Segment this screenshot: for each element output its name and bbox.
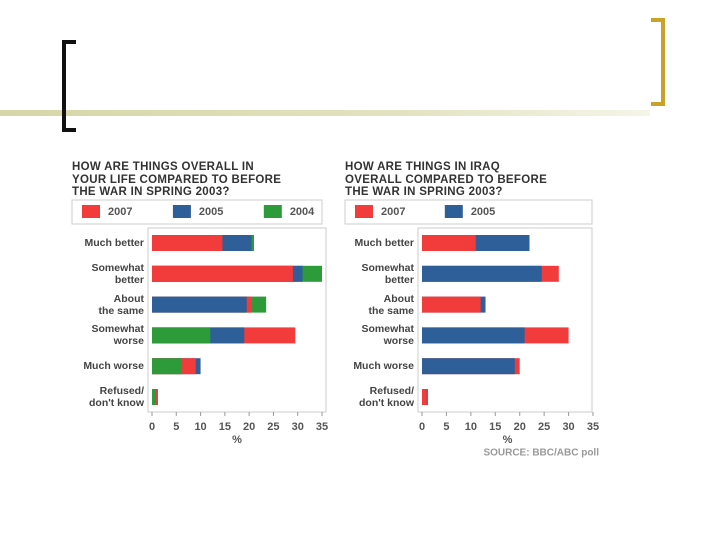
x-tick-label: 0 <box>419 421 425 433</box>
category-label: Refused/ don't know <box>359 385 414 409</box>
plot-area <box>147 227 327 413</box>
x-tick-label: 20 <box>514 421 526 433</box>
legend-box <box>344 199 593 225</box>
legend-label: 2005 <box>199 206 223 218</box>
legend-swatch <box>444 205 463 218</box>
plot-area <box>417 227 593 413</box>
category-label: Much worse <box>353 360 414 373</box>
x-tick-label: 10 <box>194 421 206 433</box>
category-label: Refused/ don't know <box>89 385 144 409</box>
category-label: Much better <box>354 237 414 249</box>
x-tick-label: 5 <box>173 421 179 433</box>
category-label: Somewhat worse <box>361 323 414 348</box>
x-tick-label: 10 <box>465 421 477 433</box>
category-label: Much better <box>84 237 144 249</box>
bar <box>152 389 156 405</box>
x-axis-label: % <box>232 434 242 446</box>
category-label: Somewhat worse <box>91 323 144 348</box>
x-tick-label: 15 <box>219 421 231 433</box>
category-label: Somewhat better <box>361 261 414 286</box>
source-note: SOURCE: BBC/ABC poll <box>483 448 599 459</box>
bar <box>152 358 182 375</box>
x-tick-label: 20 <box>243 421 255 433</box>
x-tick-label: 25 <box>538 421 550 433</box>
bar <box>422 235 476 251</box>
bar <box>152 235 223 251</box>
x-tick-label: 35 <box>587 421 599 433</box>
legend-swatch <box>172 205 191 218</box>
bar <box>422 358 515 375</box>
decor-bracket <box>651 18 665 106</box>
x-tick-label: 30 <box>562 421 574 433</box>
category-label: About the same <box>98 292 144 317</box>
bar <box>152 296 247 313</box>
legend-swatch <box>355 205 373 218</box>
category-label: Somewhat better <box>91 261 144 286</box>
legend-swatch <box>82 205 100 218</box>
decor-bracket <box>62 40 76 132</box>
bar <box>152 327 211 344</box>
chart-title: HOW ARE THINGS IN IRAQ OVERALL COMPARED … <box>345 161 548 198</box>
x-tick-label: 25 <box>267 421 279 433</box>
bar <box>152 265 293 282</box>
bar <box>422 296 481 313</box>
x-tick-label: 30 <box>292 421 304 433</box>
chart-title: HOW ARE THINGS OVERALL IN YOUR LIFE COMP… <box>72 161 282 198</box>
bar <box>422 389 427 405</box>
decor-line <box>0 110 650 116</box>
bar <box>422 327 525 344</box>
category-label: Much worse <box>83 360 144 373</box>
x-tick-label: 35 <box>316 421 328 433</box>
x-axis-label: % <box>503 434 513 446</box>
x-tick-label: 15 <box>489 421 501 433</box>
legend-label: 2005 <box>471 206 495 218</box>
legend-swatch <box>263 205 282 218</box>
x-tick-label: 0 <box>149 421 155 433</box>
legend-label: 2007 <box>108 206 132 218</box>
bar <box>422 265 542 282</box>
legend-label: 2007 <box>381 206 405 218</box>
category-label: About the same <box>368 292 414 317</box>
x-tick-label: 5 <box>443 421 449 433</box>
legend-label: 2004 <box>290 206 315 218</box>
